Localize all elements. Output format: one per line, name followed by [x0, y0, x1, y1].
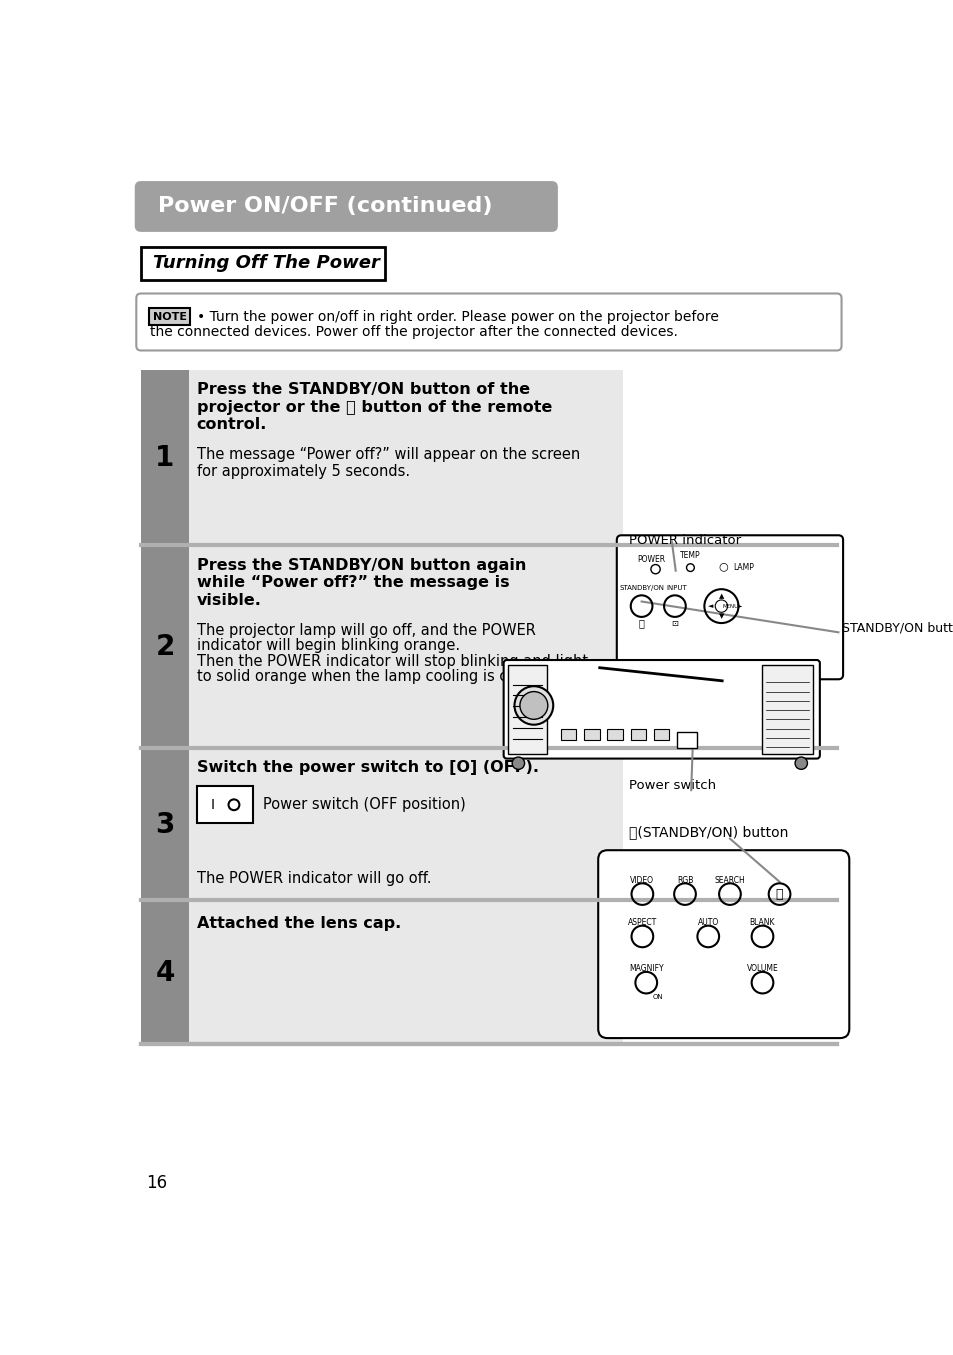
Text: for approximately 5 seconds.: for approximately 5 seconds. [196, 465, 410, 480]
Bar [189, 370, 622, 545]
Text: AUTO: AUTO [697, 919, 719, 927]
Text: ⏻(STANDBY/ON) button: ⏻(STANDBY/ON) button [629, 825, 788, 839]
Bar [583, 729, 599, 740]
Bar [189, 902, 622, 1045]
FancyBboxPatch shape [134, 182, 558, 232]
Text: Switch the power switch to [O] (OFF).: Switch the power switch to [O] (OFF). [196, 760, 538, 775]
FancyBboxPatch shape [617, 535, 842, 679]
Circle shape [519, 691, 547, 720]
Text: SEARCH: SEARCH [714, 875, 744, 885]
Bar [677, 733, 696, 748]
Text: MENU►: MENU► [722, 603, 742, 608]
Bar [508, 665, 546, 753]
Text: Attached the lens cap.: Attached the lens cap. [196, 916, 400, 931]
Text: RGB: RGB [676, 875, 693, 885]
Circle shape [514, 686, 553, 725]
Text: ◄: ◄ [707, 603, 713, 610]
Text: Then the POWER indicator will stop blinking and light: Then the POWER indicator will stop blink… [196, 654, 587, 669]
Text: indicator will begin blinking orange.: indicator will begin blinking orange. [196, 638, 459, 653]
Text: Power switch: Power switch [629, 779, 716, 791]
Circle shape [512, 757, 524, 770]
FancyBboxPatch shape [598, 850, 848, 1038]
Text: 4: 4 [155, 959, 174, 986]
FancyBboxPatch shape [136, 294, 841, 351]
Bar [141, 547, 189, 748]
Text: visible.: visible. [196, 593, 261, 608]
Text: the connected devices. Power off the projector after the connected devices.: the connected devices. Power off the pro… [150, 325, 678, 339]
Text: 3: 3 [155, 810, 174, 839]
Text: STANDBY/ON button: STANDBY/ON button [841, 622, 953, 635]
Text: INPUT: INPUT [666, 585, 687, 591]
Bar [141, 370, 189, 545]
Bar [141, 749, 189, 900]
Bar [560, 729, 576, 740]
Text: • Turn the power on/off in right order. Please power on the projector before: • Turn the power on/off in right order. … [196, 309, 718, 324]
Text: Press the STANDBY/ON button again: Press the STANDBY/ON button again [196, 558, 525, 573]
Text: while “Power off?” the message is: while “Power off?” the message is [196, 576, 509, 591]
Bar [189, 749, 622, 900]
Text: 1: 1 [155, 444, 174, 472]
Text: BLANK: BLANK [749, 919, 775, 927]
Text: Power switch (OFF position): Power switch (OFF position) [262, 797, 465, 812]
Text: control.: control. [196, 417, 267, 432]
Text: 2: 2 [155, 633, 174, 661]
Bar [141, 902, 189, 1045]
Text: VOLUME: VOLUME [746, 965, 778, 973]
Text: MAGNIFY: MAGNIFY [628, 965, 663, 973]
Circle shape [715, 600, 727, 612]
Text: POWER indicator: POWER indicator [629, 534, 740, 546]
Text: The message “Power off?” will appear on the screen: The message “Power off?” will appear on … [196, 447, 579, 462]
Bar [654, 729, 669, 740]
Text: Turning Off The Power: Turning Off The Power [153, 255, 380, 272]
Text: ▼: ▼ [718, 612, 723, 619]
Bar [630, 729, 645, 740]
Text: The projector lamp will go off, and the POWER: The projector lamp will go off, and the … [196, 623, 535, 638]
FancyBboxPatch shape [503, 660, 819, 759]
Text: ⏻: ⏻ [775, 888, 782, 901]
Text: POWER: POWER [637, 556, 665, 565]
Text: LAMP: LAMP [732, 564, 753, 572]
Text: I: I [210, 798, 214, 812]
Text: ⊡: ⊡ [671, 619, 678, 627]
Text: STANDBY/ON: STANDBY/ON [618, 585, 663, 591]
Text: NOTE: NOTE [152, 312, 187, 321]
Text: TEMP: TEMP [679, 550, 700, 560]
Bar [189, 547, 622, 748]
Text: ⏻: ⏻ [638, 618, 644, 629]
Bar [607, 729, 622, 740]
Text: ▲: ▲ [718, 593, 723, 599]
Text: 16: 16 [146, 1173, 168, 1192]
Text: The POWER indicator will go off.: The POWER indicator will go off. [196, 871, 431, 886]
Text: ○: ○ [719, 561, 728, 570]
Text: Press the STANDBY/ON button of the: Press the STANDBY/ON button of the [196, 382, 529, 397]
Text: Power ON/OFF (continued): Power ON/OFF (continued) [158, 196, 492, 217]
Text: ON: ON [652, 993, 662, 1000]
Text: projector or the ⏻ button of the remote: projector or the ⏻ button of the remote [196, 400, 552, 415]
Bar [196, 786, 253, 824]
Text: ASPECT: ASPECT [627, 919, 657, 927]
Circle shape [794, 757, 806, 770]
FancyBboxPatch shape [150, 308, 190, 325]
Text: VIDEO: VIDEO [630, 875, 654, 885]
Text: to solid orange when the lamp cooling is complete.: to solid orange when the lamp cooling is… [196, 669, 572, 684]
Bar [761, 665, 812, 753]
Bar [141, 248, 385, 279]
